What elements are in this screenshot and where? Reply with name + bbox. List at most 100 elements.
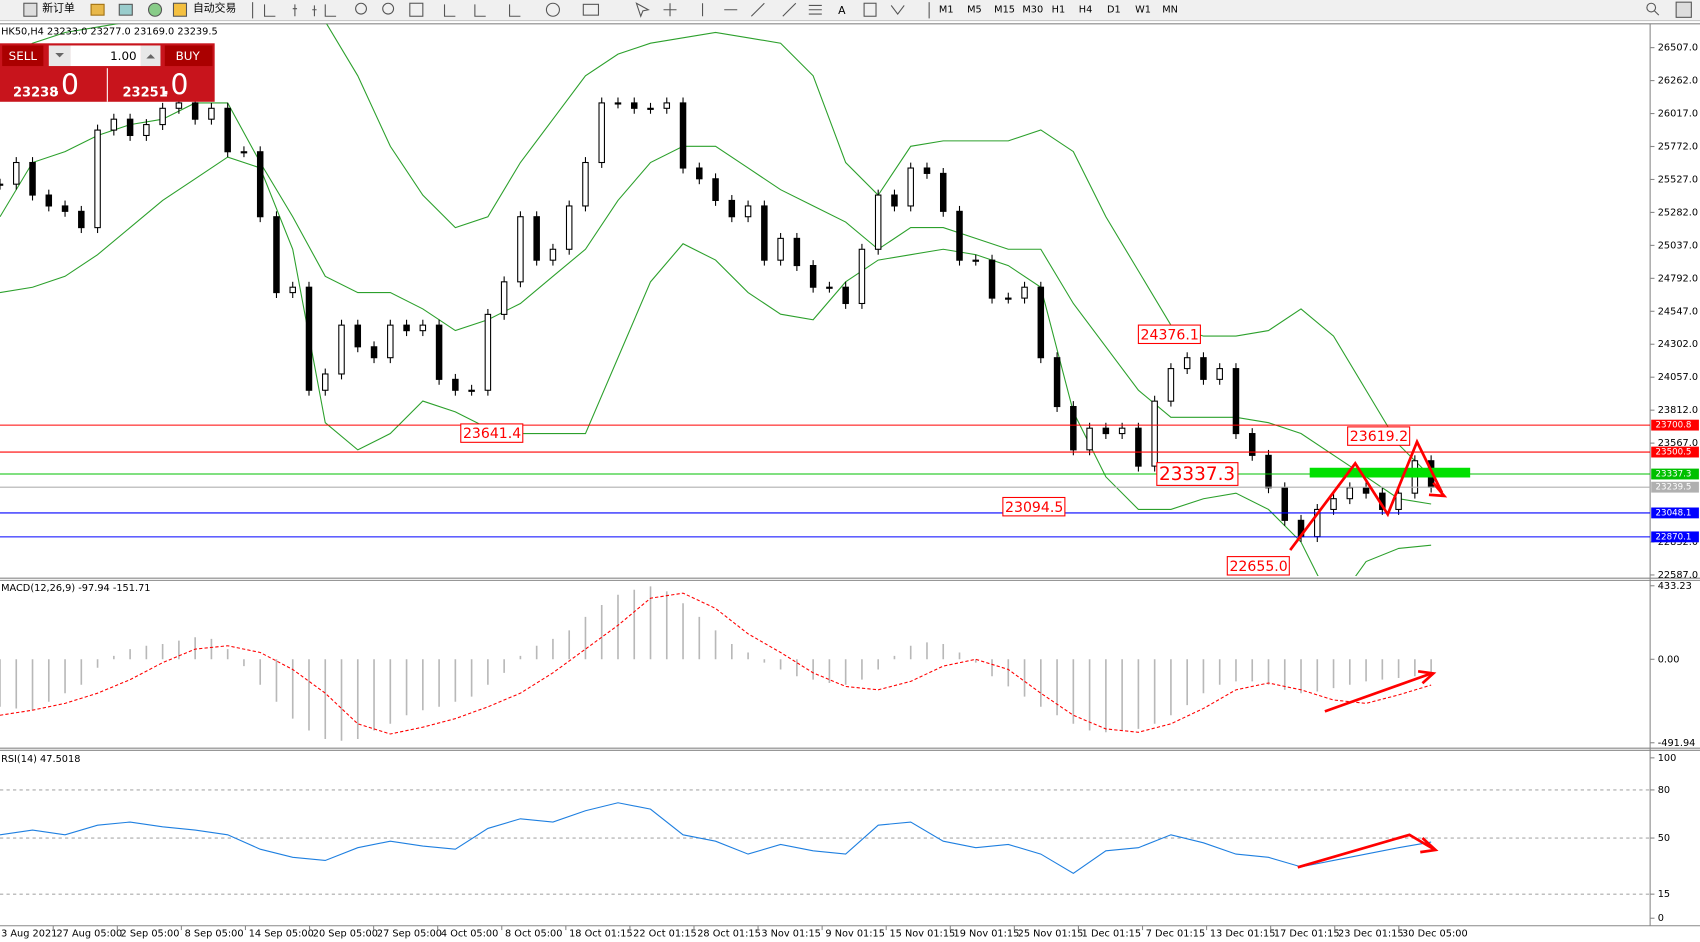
y-tick-label: 22587.0 xyxy=(1658,570,1698,581)
candle xyxy=(712,178,719,201)
auto-trading-icon[interactable] xyxy=(172,2,188,17)
candle xyxy=(696,167,703,180)
timeframe-button[interactable]: W1 xyxy=(1135,5,1151,16)
candle xyxy=(45,194,53,207)
bid-price[interactable]: 23238 xyxy=(13,86,58,101)
timeframe-button[interactable]: M15 xyxy=(994,5,1015,16)
candle xyxy=(94,129,101,229)
timeframe-button[interactable]: MN xyxy=(1162,5,1178,16)
lots-value[interactable]: 1.00 xyxy=(110,49,137,63)
y-tick-label: 24302.0 xyxy=(1658,339,1698,350)
candle xyxy=(549,248,557,261)
candle xyxy=(224,107,231,153)
svg-text:A: A xyxy=(838,4,846,17)
y-tick-label: 26507.0 xyxy=(1658,43,1698,54)
price-level-label: 23048.1 xyxy=(1656,508,1692,518)
candle xyxy=(338,324,345,375)
sell-button[interactable] xyxy=(2,45,44,67)
timeframe-button[interactable]: M5 xyxy=(967,5,982,16)
y-tick-label: 26262.0 xyxy=(1658,76,1698,87)
candle xyxy=(354,324,362,348)
candle xyxy=(614,102,622,105)
candle xyxy=(533,216,540,261)
candle xyxy=(305,286,313,391)
candle xyxy=(403,324,410,332)
candle xyxy=(387,324,394,359)
candle xyxy=(891,194,898,207)
candle xyxy=(1216,368,1223,380)
timeframe-button[interactable]: H4 xyxy=(1079,5,1093,16)
bid-tail[interactable]: .0 xyxy=(52,69,79,102)
annotation-label: 23641.4 xyxy=(463,426,521,442)
candle xyxy=(143,124,150,137)
ask-tail[interactable]: .0 xyxy=(162,69,189,102)
y-tick-label: 25282.0 xyxy=(1658,207,1698,218)
y-tick-label: 24057.0 xyxy=(1658,372,1698,383)
candle xyxy=(761,205,768,261)
x-tick-label: 4 Oct 05:00 xyxy=(441,928,498,939)
x-tick-label: 19 Nov 01:15 xyxy=(954,928,1020,939)
candle xyxy=(793,237,801,267)
candle xyxy=(663,102,671,109)
annotation-box xyxy=(1156,462,1239,486)
timeframe-button[interactable]: H1 xyxy=(1052,5,1066,16)
timeframe-button[interactable]: M1 xyxy=(939,5,954,16)
candle xyxy=(565,205,573,250)
x-tick-label: 7 Dec 01:15 xyxy=(1146,928,1205,939)
x-tick-label: 9 Nov 01:15 xyxy=(825,928,885,939)
price-level-label: 23337.3 xyxy=(1656,470,1692,480)
y-tick-label: 100 xyxy=(1658,753,1677,764)
candle xyxy=(826,286,833,289)
ask-price[interactable]: 23251 xyxy=(123,86,168,101)
candle xyxy=(1265,454,1272,489)
candle xyxy=(126,118,134,137)
y-tick-label: 0 xyxy=(1658,913,1664,924)
candle xyxy=(256,151,264,218)
candle xyxy=(744,205,752,218)
candle xyxy=(582,161,589,207)
buy-label[interactable]: BUY xyxy=(176,49,201,63)
indicator-title: MACD(12,26,9) -97.94 -151.71 xyxy=(1,583,150,594)
x-tick-label: 1 Dec 01:15 xyxy=(1082,928,1141,939)
candle xyxy=(1053,357,1061,408)
candle xyxy=(598,102,605,164)
lots-input[interactable] xyxy=(70,45,141,67)
candle xyxy=(842,286,849,305)
candle xyxy=(1167,368,1175,402)
timeframe-button[interactable]: M30 xyxy=(1022,5,1043,16)
buy-button[interactable] xyxy=(164,45,213,67)
timeframe-button[interactable]: D1 xyxy=(1107,5,1121,16)
annotation-label: 23337.3 xyxy=(1159,464,1235,485)
x-tick-label: 14 Sep 05:00 xyxy=(249,928,314,939)
candle xyxy=(1021,286,1028,299)
candle xyxy=(419,324,427,332)
y-tick-label: 22832.0 xyxy=(1658,537,1698,548)
candle xyxy=(468,389,475,392)
candle xyxy=(29,161,36,196)
candle xyxy=(159,107,166,126)
candle xyxy=(452,378,459,391)
x-tick-label: 23 Dec 01:15 xyxy=(1338,928,1404,939)
sell-label[interactable]: SELL xyxy=(9,49,38,63)
candle xyxy=(1070,405,1077,451)
candle xyxy=(1037,286,1045,359)
y-tick-label: 25772.0 xyxy=(1658,142,1698,153)
price-level-label: 23500.5 xyxy=(1656,448,1692,458)
y-tick-label: 50 xyxy=(1658,833,1670,844)
candle xyxy=(809,265,817,288)
new-order-label[interactable]: 新订单 xyxy=(42,1,75,15)
annotation-label: 22655.0 xyxy=(1229,559,1287,575)
price-level-tag xyxy=(1651,419,1699,431)
candle xyxy=(728,199,736,218)
candle xyxy=(956,210,963,261)
y-tick-label: 25037.0 xyxy=(1658,240,1698,251)
annotation-box xyxy=(1226,556,1290,576)
auto-trading-label[interactable]: 自动交易 xyxy=(193,1,236,15)
candle xyxy=(1346,487,1354,500)
new-order-icon[interactable] xyxy=(23,2,38,17)
price-level-tag xyxy=(1651,446,1699,458)
candle xyxy=(988,259,996,299)
y-tick-label: 26017.0 xyxy=(1658,109,1698,120)
x-tick-label: 18 Oct 01:15 xyxy=(569,928,633,939)
